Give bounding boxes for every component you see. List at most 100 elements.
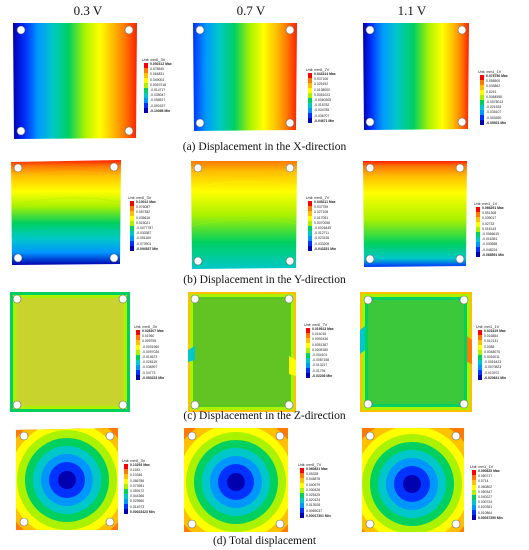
legend-swatch	[300, 478, 304, 483]
contour-total-0.7v	[180, 424, 292, 536]
legend-label: 0.0714	[478, 479, 489, 484]
contour-total-0.3v	[12, 424, 122, 534]
contour-x-0.3v	[10, 20, 140, 142]
legend-swatch	[300, 513, 304, 518]
legend-label: -0.021533	[486, 105, 502, 110]
legend-swatch	[480, 115, 484, 120]
legend-swatch	[308, 221, 312, 226]
legend-swatch	[306, 328, 310, 333]
legend-label: 0.044366	[130, 494, 145, 499]
legend-swatch	[472, 475, 476, 480]
legend-label: 0.021619 Max	[484, 329, 506, 333]
legend-label: 0.033862	[486, 84, 501, 89]
legend-color-bar	[144, 63, 148, 113]
legend-label: -0.016351	[482, 237, 498, 242]
legend-label: 0.0048075	[484, 349, 501, 354]
legend-swatch	[136, 330, 140, 335]
legend-swatch	[476, 227, 480, 232]
legend-swatch	[476, 207, 480, 212]
legend-swatch	[472, 495, 476, 500]
legend-label: 0.037759	[314, 205, 329, 210]
contour-x-0.7v	[190, 20, 300, 134]
legend-label: 0.027108	[314, 210, 329, 215]
legend-swatch	[308, 108, 312, 113]
legend-label: 0.013928	[306, 503, 321, 508]
legend-title: 0_3V	[148, 324, 158, 329]
legend-swatch	[480, 100, 484, 105]
legend-swatch	[144, 83, 148, 88]
legend-swatch	[478, 365, 482, 370]
legend-unit: Unit: mm	[298, 462, 313, 467]
legend-label: -0.028119	[142, 360, 158, 365]
legend-swatch	[476, 237, 480, 242]
legend-label: 0.020124	[306, 498, 321, 503]
legend-label: 0.0085	[484, 344, 495, 349]
legend-label: -0.0087158	[312, 358, 330, 363]
legend-swatch	[308, 78, 312, 83]
legend-label: -0.090157	[150, 103, 166, 108]
legend-label: 0.092312 Max	[150, 62, 172, 66]
legend-label: 0.0051023	[314, 92, 331, 97]
legend-label: 0.014018	[312, 332, 327, 337]
legend-label: 0.045211 Max	[314, 200, 336, 204]
legend-swatch	[130, 231, 134, 236]
legend-label: 0.080717	[478, 474, 493, 479]
legend-label: 0.0016011	[484, 355, 500, 359]
legend-label: 0.0005180	[312, 347, 329, 352]
legend-swatch	[308, 201, 312, 206]
legend-swatch	[136, 345, 140, 350]
contour-y-1.1v	[360, 158, 470, 270]
legend-label: 0.030426	[306, 487, 321, 492]
legend-label: -0.034785	[314, 108, 330, 113]
legend-label: -0.0026449	[314, 226, 332, 230]
legend-color-bar	[476, 207, 480, 257]
legend-swatch	[476, 232, 480, 237]
legend-swatch	[130, 226, 134, 231]
caption-b: (b) Displacement in the Y-direction	[183, 274, 346, 286]
legend-label: -0.048224	[482, 247, 498, 252]
legend-swatch	[472, 480, 476, 485]
legend-swatch	[130, 241, 134, 246]
contour-y-0.3v	[8, 158, 124, 268]
legend-label: 0.090825 Max	[478, 469, 500, 473]
legend-swatch	[308, 211, 312, 216]
legend-swatch	[136, 370, 140, 375]
legend-unit: Unit: mm	[142, 57, 157, 62]
legend-swatch	[480, 75, 484, 80]
legend-color-bar	[308, 73, 312, 123]
legend-label: 0.043314 Max	[314, 72, 336, 76]
legend-label: 0.0069037	[306, 508, 323, 513]
legend-label: 0.035616	[136, 215, 151, 220]
legend-label: 0.025192	[314, 82, 329, 87]
legend-label: 0.039017	[482, 216, 497, 221]
legend-swatch	[472, 500, 476, 505]
legend-swatch	[308, 236, 312, 241]
legend-swatch	[136, 350, 140, 355]
legend-color-bar	[306, 328, 310, 378]
legend-label: 0.078540	[150, 67, 165, 72]
legend-title: 0_7V	[318, 322, 328, 327]
column-header-1.1v: 1.1 V	[397, 3, 427, 18]
legend-x-0.3v: 0_3V Unit: mm 0.092312 Max 0.078540 0.064831…	[142, 57, 188, 117]
legend-label: 0.009795	[142, 339, 157, 344]
legend-label: -0.0078013	[486, 100, 504, 104]
legend-swatch	[308, 246, 312, 251]
legend-swatch	[478, 355, 482, 360]
legend-unit: Unit: mm	[134, 324, 149, 329]
legend-swatch	[476, 252, 480, 257]
legend-swatch	[472, 485, 476, 490]
legend-swatch	[136, 375, 140, 380]
legend-swatch	[136, 355, 140, 360]
legend-swatch	[476, 212, 480, 217]
legend-swatch	[306, 358, 310, 363]
legend-swatch	[308, 206, 312, 211]
legend-label: -0.036707	[314, 113, 330, 118]
legend-swatch	[144, 108, 148, 113]
legend-unit: Unit: mm	[476, 324, 491, 329]
legend-label: 0.078756 Max	[486, 74, 508, 78]
legend-color-bar	[480, 75, 484, 125]
legend-label: -0.094537 Min	[136, 246, 159, 251]
legend-swatch	[306, 343, 310, 348]
legend-swatch	[300, 473, 304, 478]
legend-label: -0.013972	[484, 370, 500, 375]
